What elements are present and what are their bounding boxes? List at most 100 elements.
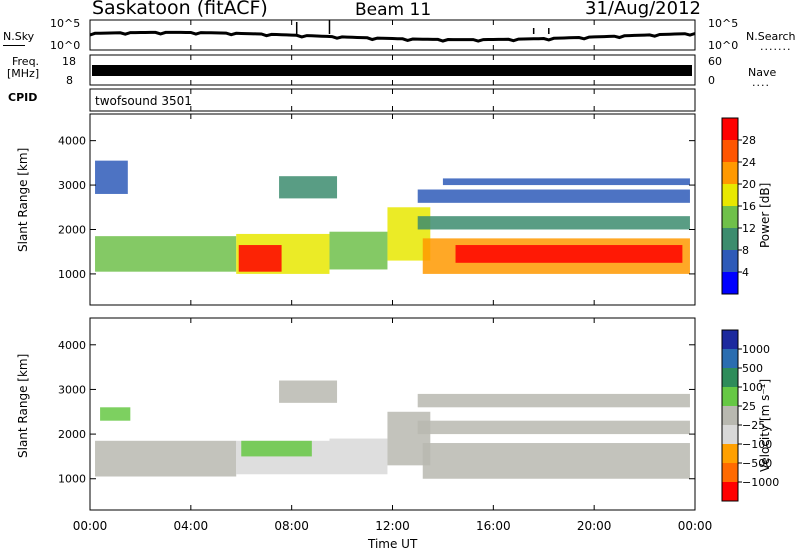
nsky-spikes — [295, 20, 550, 34]
axes: 1000 2000 3000 4000 1000 2000 3000 4000 00:00 04:… — [58, 20, 712, 533]
colorbar-segment — [722, 250, 738, 273]
colorbar-tick-label: 16 — [742, 200, 756, 213]
xtick-label: 16:00 — [476, 519, 511, 533]
power-cbar-label: Power [dB] — [758, 182, 772, 248]
colorbar-tick-label: 4 — [742, 266, 749, 279]
freq-bar — [92, 65, 692, 76]
colorbar-tick-label: 12 — [742, 222, 756, 235]
ytick-label: 3000 — [58, 383, 86, 396]
nsky-line — [89, 30, 696, 43]
colorbar-segment — [722, 184, 738, 207]
colorbar-tick-label: 28 — [742, 134, 756, 147]
ytick-label: 2000 — [58, 223, 86, 236]
heatmap-band — [417, 216, 690, 230]
colorbar-tick-label: 20 — [742, 178, 756, 191]
heatmap-band — [95, 440, 237, 477]
heatmap-band — [417, 420, 690, 435]
nsky-tick-high: 10^5 — [50, 17, 81, 30]
colorbar-segment — [722, 425, 738, 445]
colorbar-tick-label: −100 — [742, 438, 772, 451]
heatmap-band — [417, 393, 690, 408]
colorbar-segment — [722, 272, 738, 295]
heatmap-band — [100, 407, 131, 421]
colorbar-segment — [722, 349, 738, 369]
colorbar-segment — [722, 206, 738, 229]
freq-label-2: [MHz] — [7, 67, 40, 80]
heatmap-band — [442, 178, 690, 186]
colorbar-segment — [722, 140, 738, 163]
nsearch-label: N.Search — [746, 30, 796, 43]
nsky-underline — [3, 45, 25, 46]
colorbar-segment — [722, 463, 738, 483]
nsearch-dots: ······· — [760, 43, 792, 56]
velocity-cbar-label: Velocity [m s⁻¹] — [758, 378, 772, 472]
nsearch-tick-low: 10^0 — [708, 39, 739, 52]
colorbar-segment — [722, 368, 738, 388]
heatmap-band — [417, 189, 690, 203]
colorbar-tick-label: 100 — [742, 381, 763, 394]
heatmap-band — [329, 231, 388, 270]
freq-label-1: Freq. — [12, 55, 40, 68]
xtick-label: 08:00 — [274, 519, 309, 533]
colorbar-segment — [722, 387, 738, 407]
nsearch-tick-high: 10^5 — [708, 17, 739, 30]
xtick-label: 20:00 — [577, 519, 612, 533]
colorbar-segment — [722, 228, 738, 251]
heatmap-band — [279, 380, 338, 403]
colorbar-tick-label: −500 — [742, 457, 772, 470]
colorbar-segment — [722, 406, 738, 426]
colorbar-segment — [722, 118, 738, 141]
ytick-label: 1000 — [58, 473, 86, 486]
colorbar-segment — [722, 482, 738, 502]
colorbar-tick-label: 24 — [742, 156, 756, 169]
power-ylabel: Slant Range [km] — [16, 147, 30, 252]
colorbar-tick-label: 1000 — [742, 343, 770, 356]
colorbar-tick-label: −25 — [742, 419, 765, 432]
beam-title: Beam 11 — [355, 0, 432, 20]
ytick-label: 1000 — [58, 268, 86, 281]
nave-tick-high: 60 — [708, 55, 722, 68]
colorbar-segment — [722, 444, 738, 464]
colorbar-segment — [722, 162, 738, 185]
ytick-label: 2000 — [58, 428, 86, 441]
nsky-tick-low: 10^0 — [50, 39, 81, 52]
velocity-ylabel: Slant Range [km] — [16, 353, 30, 458]
nsky-label: N.Sky — [3, 30, 35, 43]
colorbar-segment — [722, 330, 738, 350]
freq-tick-high: 18 — [62, 55, 76, 68]
colorbar-tick-label: −1000 — [742, 476, 779, 489]
nave-label: Nave — [748, 66, 777, 79]
ytick-label: 4000 — [58, 339, 86, 352]
heatmap-band — [95, 236, 237, 272]
date-title: 31/Aug/2012 — [585, 0, 701, 19]
heatmap-band — [241, 440, 312, 457]
station-title: Saskatoon (fitACF) — [92, 0, 268, 19]
velocity-cells — [95, 380, 690, 479]
colorbar-tick-label: 25 — [742, 400, 756, 413]
ytick-label: 4000 — [58, 135, 86, 148]
heatmap-band — [455, 245, 683, 263]
nave-dots: ···· — [752, 79, 770, 92]
power-cells — [95, 160, 690, 274]
colorbar-tick-label: 500 — [742, 362, 763, 375]
cpid-value: twofsound 3501 — [95, 94, 192, 108]
heatmap-band — [279, 176, 338, 199]
colorbar-tick-label: 8 — [742, 244, 749, 257]
colorbar-frame — [721, 329, 739, 502]
cpid-label: CPID — [8, 91, 38, 104]
velocity-colorbar: 1000 500 100 25 −25 −100 −500 −1000 — [721, 329, 779, 502]
ytick-label: 3000 — [58, 179, 86, 192]
xtick-label: 12:00 — [375, 519, 410, 533]
heatmap-band — [329, 438, 388, 475]
nave-tick-low: 0 — [708, 74, 715, 87]
xtick-label: 04:00 — [174, 519, 209, 533]
xtick-label: 00:00 — [73, 519, 108, 533]
heatmap-band — [95, 160, 128, 194]
freq-tick-low: 8 — [66, 74, 73, 87]
heatmap-band — [238, 245, 282, 272]
heatmap-band — [422, 443, 690, 479]
xtick-label: 00:00 — [678, 519, 713, 533]
power-colorbar: 4 8 12 16 20 24 28 — [721, 117, 756, 295]
xaxis-label: Time UT — [368, 537, 418, 551]
